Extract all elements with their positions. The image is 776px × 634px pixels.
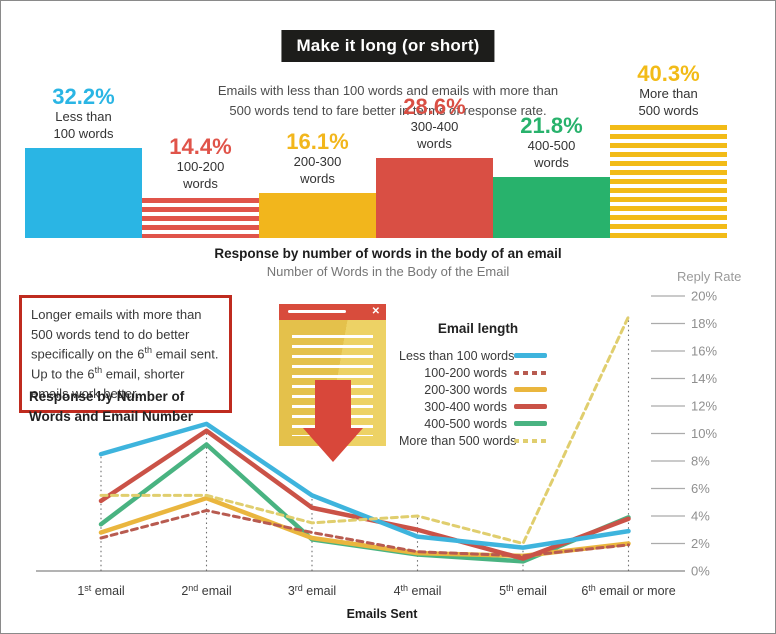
line-chart: 0% 2% 4% 6% 8% 10% 12% 14% 16% 18% 20% Reply Rate 1s… [36, 269, 741, 621]
bar-column: 40.3% More than 500 words [610, 61, 727, 238]
bar [493, 177, 610, 238]
legend-item-label: 400-500 words [424, 416, 507, 431]
y-tick-label: 16% [691, 344, 717, 359]
line-title-line-2: Words and Email Number [29, 408, 194, 424]
legend-swatch [514, 421, 547, 426]
annotation-text: Longer emails with more than 500 words t… [31, 307, 202, 362]
bar [376, 158, 493, 238]
legend-title: Email length [437, 321, 519, 336]
legend-item-label: More than 500 words [399, 433, 517, 448]
legend-swatch [514, 438, 547, 443]
y-tick-label: 12% [691, 399, 717, 414]
y-tick-label: 4% [691, 509, 710, 524]
subtitle-line-2: 500 words tend to fare better in terms o… [229, 102, 547, 118]
down-arrow-head [303, 428, 363, 462]
bar-category-label: 200-300 [293, 154, 342, 170]
y-tick-label: 10% [691, 426, 717, 441]
bar-column: 16.1% 200-300 words [259, 129, 376, 238]
close-icon: ✕ [371, 306, 380, 317]
bar-column: 28.6% 300-400 words [376, 94, 493, 238]
bar-category-label: 100 words [53, 126, 114, 142]
x-tick-label: 6th email or more [581, 583, 675, 598]
legend-item: Less than 100 words [399, 347, 639, 364]
y-tick-label: 6% [691, 481, 710, 496]
y-tick-label: 2% [691, 536, 710, 551]
annotation-box: Longer emails with more than 500 words t… [19, 295, 232, 414]
bar [142, 198, 259, 238]
titlebar-line [288, 310, 346, 313]
x-axis-title: Emails Sent [347, 607, 419, 621]
legend-item: 400-500 words [399, 415, 639, 432]
x-tick-label: 2nd email [181, 583, 231, 598]
legend-item-label: 200-300 words [424, 382, 507, 397]
x-tick-label: 5th email [499, 583, 547, 598]
series-line-more-than-500-words [99, 315, 630, 545]
line-title-line-1: Response by Number of [29, 389, 185, 404]
bar-value-label: 21.8% [520, 113, 583, 139]
y-axis-title: Reply Rate [677, 269, 741, 284]
bar-category-label: 400-500 [527, 138, 576, 154]
bar [259, 193, 376, 238]
bar-category-label: 100-200 [176, 159, 225, 175]
document-titlebar: ✕ [279, 304, 386, 320]
document-body: ✕ [279, 304, 386, 446]
legend-item: 300-400 words [399, 398, 639, 415]
bar-chart: 32.2% Less than 100 words 14.4% 100-200 words… [25, 61, 727, 238]
legend-item-label: 300-400 words [424, 399, 507, 414]
bar [25, 148, 142, 238]
y-tick-label: 0% [691, 564, 710, 579]
x-tick-label: 4th email [394, 583, 442, 598]
bar-category-label: words [417, 136, 452, 152]
bar-column: 21.8% 400-500 words [493, 113, 610, 238]
x-tick-label: 3rd email [288, 583, 336, 598]
bar-category-label: More than [639, 86, 698, 102]
line-chart-section-title: Response by Number of Words and Email Nu… [29, 387, 193, 426]
y-tick-label: 8% [691, 454, 710, 469]
annotation-text: email, shorter emails work better. [31, 366, 185, 401]
legend-rows: Less than 100 words 100-200 words 200-300 … [399, 347, 639, 449]
bar [610, 125, 727, 238]
legend: Email length Less than 100 words 100-200 … [399, 321, 639, 449]
page-title: Make it long (or short) [281, 30, 495, 62]
annotation-superscript: th [144, 345, 152, 355]
bar-category-label: 300-400 [410, 119, 459, 135]
bar-chart-subtitle: Number of Words in the Body of the Email [266, 264, 510, 279]
legend-swatch [514, 387, 547, 392]
legend-item-label: Less than 100 words [399, 348, 515, 363]
bar-category-label: 500 words [638, 103, 699, 119]
bar-column: 32.2% Less than 100 words [25, 84, 142, 238]
page-subtitle: Emails with less than 100 words and emai… [1, 81, 775, 120]
legend-item: 200-300 words [399, 381, 639, 398]
legend-swatch [514, 404, 547, 409]
y-tick-label: 20% [691, 289, 717, 304]
legend-item-label: 100-200 words [424, 365, 507, 380]
bar-category-label: words [534, 155, 569, 171]
legend-swatch [514, 353, 547, 358]
bar-chart-title: Response by number of words in the body … [214, 246, 562, 261]
y-tick-label: 18% [691, 316, 717, 331]
y-tick-label: 14% [691, 371, 717, 386]
subtitle-line-1: Emails with less than 100 words and emai… [217, 83, 559, 98]
bar-value-label: 32.2% [52, 84, 115, 110]
bar-category-label: Less than [55, 109, 112, 125]
bar-category-label: words [183, 176, 218, 192]
legend-item: 100-200 words [399, 364, 639, 381]
down-arrow-icon [315, 380, 351, 428]
bar-value-label: 40.3% [637, 61, 700, 87]
bar-value-label: 14.4% [169, 134, 232, 160]
annotation-text: email sent. Up to the 6 [31, 346, 219, 382]
legend-item: More than 500 words [399, 432, 639, 449]
legend-swatch [514, 370, 547, 375]
bar-column: 14.4% 100-200 words [142, 134, 259, 238]
x-tick-label: 1st email [77, 583, 124, 598]
annotation-superscript: th [94, 364, 103, 375]
bar-value-label: 16.1% [286, 129, 349, 155]
series-line-less-than-100-words [98, 421, 631, 550]
bar-category-label: words [300, 171, 335, 187]
bar-value-label: 28.6% [403, 94, 466, 120]
email-document-icon: ✕ [278, 304, 388, 464]
